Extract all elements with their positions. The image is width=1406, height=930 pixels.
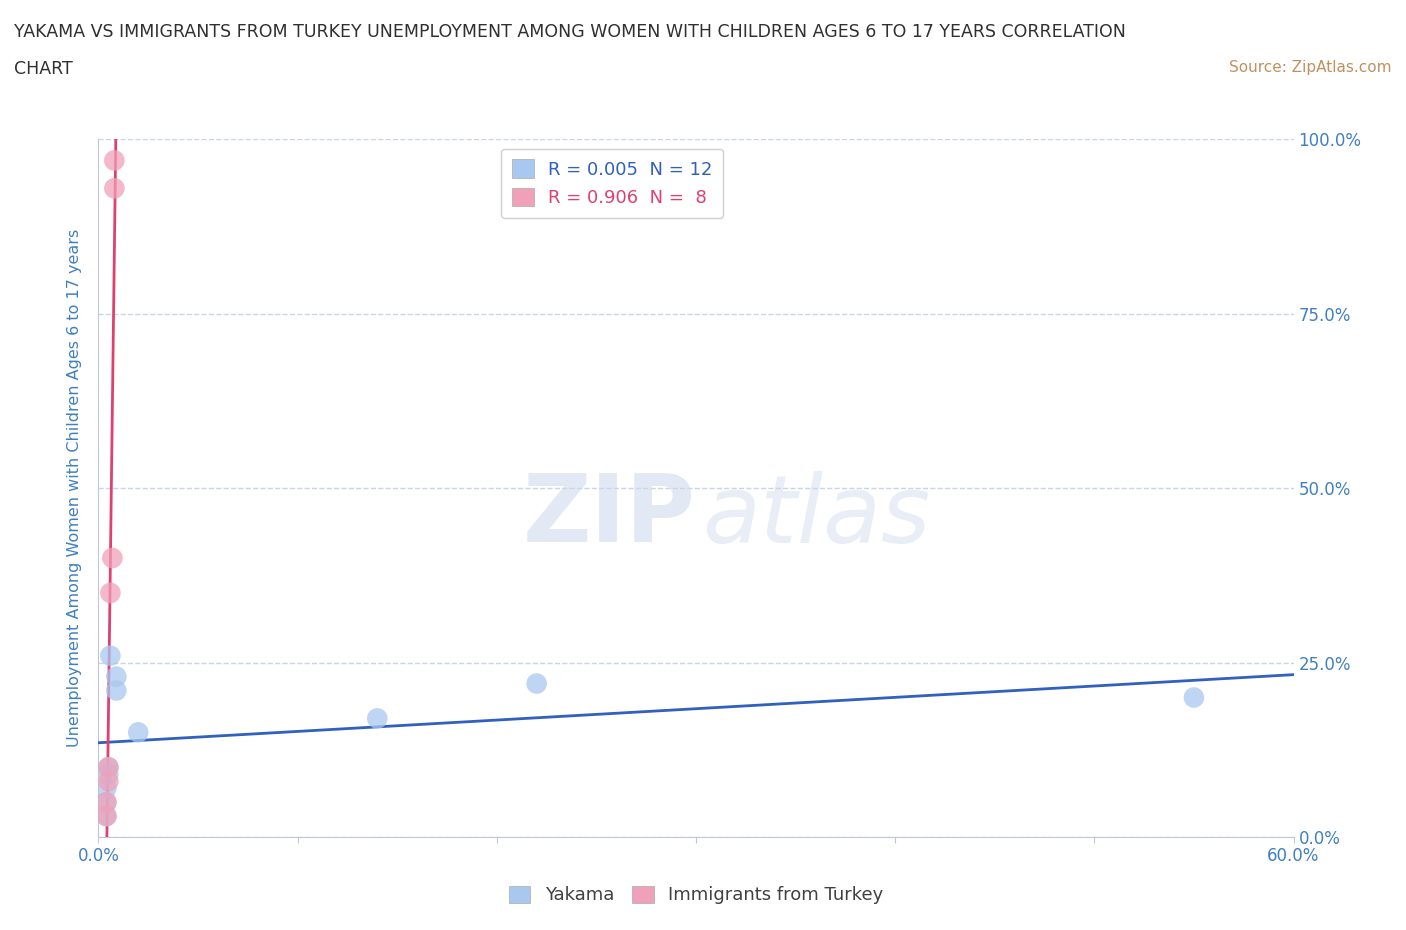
- Text: atlas: atlas: [702, 471, 931, 562]
- Point: [96, 794, 118, 809]
- Point: [127, 725, 149, 740]
- Text: CHART: CHART: [14, 60, 73, 78]
- Text: YAKAMA VS IMMIGRANTS FROM TURKEY UNEMPLOYMENT AMONG WOMEN WITH CHILDREN AGES 6 T: YAKAMA VS IMMIGRANTS FROM TURKEY UNEMPLO…: [14, 23, 1126, 41]
- Text: ZIP: ZIP: [523, 471, 696, 562]
- Point: [97, 766, 120, 781]
- Point: [97, 760, 120, 775]
- Point: [96, 809, 118, 824]
- Text: Source: ZipAtlas.com: Source: ZipAtlas.com: [1229, 60, 1392, 75]
- Point: [97, 760, 120, 775]
- Point: [103, 153, 125, 168]
- Point: [96, 809, 118, 824]
- Point: [103, 180, 125, 196]
- Point: [105, 683, 128, 698]
- Point: [101, 551, 124, 565]
- Y-axis label: Unemployment Among Women with Children Ages 6 to 17 years: Unemployment Among Women with Children A…: [67, 229, 83, 748]
- Legend: Yakama, Immigrants from Turkey: Yakama, Immigrants from Turkey: [502, 879, 890, 911]
- Point: [96, 781, 118, 796]
- Point: [1182, 690, 1205, 705]
- Point: [366, 711, 388, 725]
- Point: [100, 648, 122, 663]
- Point: [105, 670, 128, 684]
- Point: [96, 794, 118, 809]
- Point: [526, 676, 548, 691]
- Point: [97, 774, 120, 789]
- Point: [100, 586, 122, 601]
